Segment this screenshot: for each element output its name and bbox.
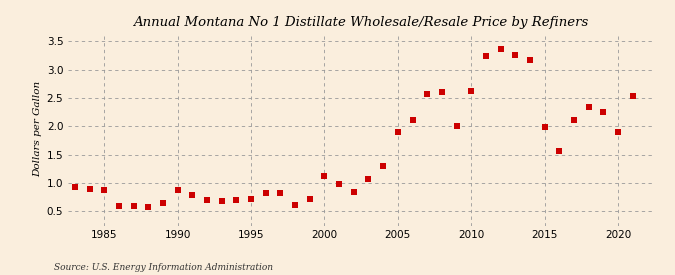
Point [510, 52, 520, 57]
Point [568, 117, 579, 122]
Point [304, 197, 315, 201]
Point [84, 186, 95, 191]
Point [290, 202, 300, 207]
Point [143, 205, 154, 209]
Point [451, 124, 462, 128]
Point [261, 191, 271, 196]
Point [275, 191, 286, 195]
Point [378, 164, 389, 168]
Point [202, 198, 213, 202]
Y-axis label: Dollars per Gallon: Dollars per Gallon [34, 81, 43, 177]
Point [128, 204, 139, 208]
Text: Source: U.S. Energy Information Administration: Source: U.S. Energy Information Administ… [54, 263, 273, 271]
Point [422, 92, 433, 96]
Point [437, 90, 448, 95]
Point [392, 129, 403, 134]
Point [583, 104, 594, 109]
Point [319, 174, 330, 178]
Point [554, 148, 565, 153]
Point [348, 189, 359, 194]
Point [363, 177, 374, 181]
Point [333, 182, 344, 186]
Point [113, 204, 124, 208]
Point [466, 89, 477, 94]
Point [613, 130, 624, 134]
Point [246, 197, 256, 201]
Point [495, 47, 506, 51]
Point [231, 198, 242, 202]
Point [216, 199, 227, 203]
Point [157, 201, 168, 205]
Point [539, 125, 550, 129]
Point [172, 188, 183, 192]
Point [481, 53, 491, 58]
Title: Annual Montana No 1 Distillate Wholesale/Resale Price by Refiners: Annual Montana No 1 Distillate Wholesale… [134, 16, 589, 29]
Point [524, 57, 535, 62]
Point [187, 193, 198, 198]
Point [407, 117, 418, 122]
Point [627, 94, 638, 98]
Point [99, 188, 109, 192]
Point [598, 110, 609, 114]
Point [70, 185, 80, 189]
